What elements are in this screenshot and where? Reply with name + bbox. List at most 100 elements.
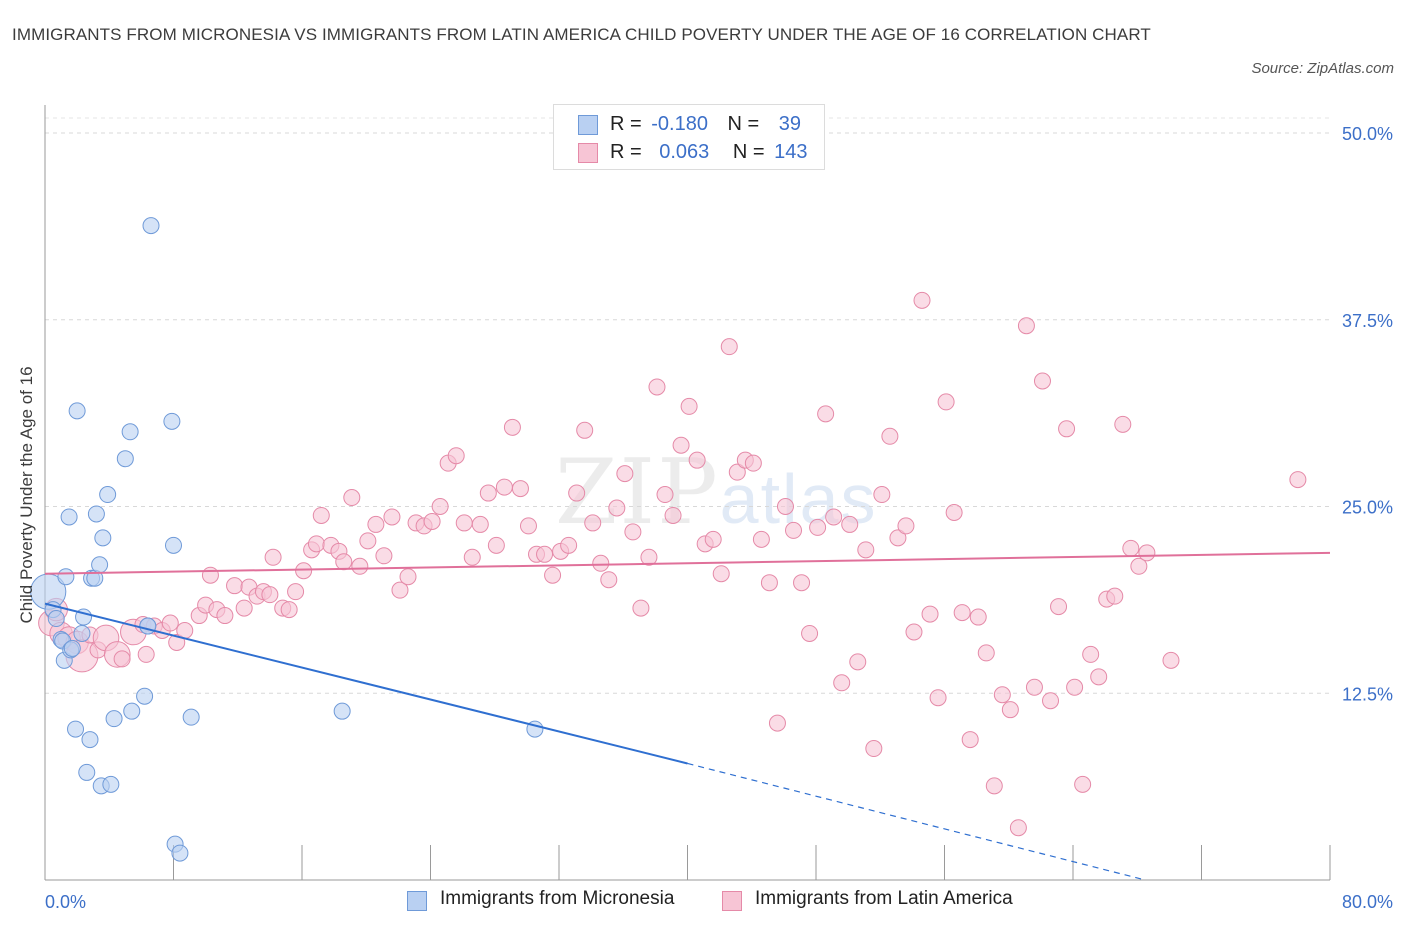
data-point — [47, 610, 65, 628]
data-point — [351, 557, 369, 575]
data-point — [865, 740, 883, 758]
data-point — [1009, 819, 1027, 837]
y-tick-label: 12.5% — [1342, 684, 1393, 704]
data-point — [945, 503, 963, 521]
data-point — [123, 702, 141, 720]
data-point — [171, 844, 189, 862]
legend-swatch-micronesia — [578, 115, 598, 135]
data-point — [1066, 678, 1084, 696]
data-point — [1138, 544, 1156, 562]
data-point — [616, 465, 634, 483]
data-point — [833, 674, 851, 692]
data-point — [333, 702, 351, 720]
data-point — [63, 639, 81, 657]
data-point — [977, 644, 995, 662]
axes — [44, 105, 1331, 881]
data-point — [776, 498, 794, 515]
data-point — [760, 574, 778, 592]
data-point — [226, 577, 244, 595]
data-point — [165, 536, 182, 554]
data-point — [81, 731, 99, 749]
x-tick-label: 0.0% — [45, 892, 86, 912]
data-point — [168, 633, 186, 651]
data-point — [116, 450, 134, 468]
data-point — [1042, 692, 1060, 710]
data-point — [1122, 539, 1140, 557]
data-point — [102, 775, 120, 793]
data-point — [600, 571, 618, 589]
data-point — [937, 393, 955, 411]
data-point — [817, 405, 835, 423]
data-point — [359, 532, 377, 550]
data-point — [503, 418, 521, 436]
data-point — [680, 397, 698, 415]
data-point — [423, 512, 441, 530]
legend-label-latin-america: Immigrants from Latin America — [755, 888, 1013, 909]
data-point — [728, 463, 746, 481]
data-point — [487, 536, 505, 554]
data-point — [463, 548, 481, 566]
data-point — [929, 689, 947, 707]
trend-line-micronesia-extension — [687, 762, 1146, 881]
y-tick-label: 37.5% — [1342, 311, 1393, 331]
y-tick-label: 25.0% — [1342, 498, 1393, 518]
data-point — [1106, 587, 1124, 605]
data-point — [712, 565, 730, 583]
data-point — [1050, 598, 1068, 616]
legend-stats: R = -0.180 N = 39 R = 0.063 N = 143 — [553, 104, 825, 170]
trend-lines — [44, 551, 1331, 881]
data-point — [953, 604, 971, 622]
n-value: 143 — [774, 141, 808, 163]
data-point — [57, 568, 75, 586]
data-point — [825, 508, 843, 526]
data-point — [624, 523, 642, 541]
data-point — [969, 608, 987, 626]
data-point — [391, 581, 409, 599]
data-point — [367, 515, 385, 533]
y-axis-label: Child Poverty Under the Age of 16 — [17, 366, 36, 623]
data-point — [1114, 415, 1132, 433]
data-point — [142, 217, 160, 235]
data-point — [431, 498, 449, 515]
r-value: -0.180 — [651, 113, 708, 135]
data-point — [287, 583, 305, 601]
data-point — [841, 515, 859, 533]
data-point — [592, 554, 610, 572]
data-point — [67, 720, 85, 738]
data-point — [1162, 651, 1180, 669]
data-point — [383, 508, 401, 526]
legend-swatch-micronesia — [407, 891, 427, 911]
data-point — [881, 427, 899, 445]
data-point — [295, 562, 313, 580]
legend-stat-text: R = -0.180 N = 39 — [610, 113, 802, 135]
data-point — [519, 517, 537, 535]
legend-swatch-latin-america — [578, 143, 598, 163]
legend-stat-text: R = 0.063 N = 143 — [610, 141, 808, 163]
data-point — [447, 447, 465, 465]
trend-line-latin-america — [44, 551, 1331, 575]
data-point — [139, 617, 157, 635]
r-value: 0.063 — [659, 141, 710, 163]
data-point — [137, 645, 155, 663]
data-point — [744, 454, 762, 472]
data-point — [720, 338, 738, 356]
data-point — [688, 451, 706, 469]
data-point — [94, 529, 112, 547]
data-point — [60, 508, 78, 526]
y-tick-label: 50.0% — [1342, 124, 1393, 144]
data-point — [312, 506, 330, 524]
data-point — [849, 653, 867, 671]
data-point — [752, 530, 770, 548]
data-point — [113, 650, 131, 668]
series-micronesia-points — [30, 217, 544, 862]
data-point — [632, 599, 650, 617]
chart-title: IMMIGRANTS FROM MICRONESIA VS IMMIGRANTS… — [12, 25, 1151, 44]
data-point — [78, 763, 96, 781]
legend-label-micronesia: Immigrants from Micronesia — [440, 888, 675, 909]
data-point — [161, 614, 179, 632]
data-point — [399, 568, 417, 586]
data-point — [280, 601, 298, 619]
data-point — [768, 714, 786, 732]
data-point — [182, 708, 200, 726]
